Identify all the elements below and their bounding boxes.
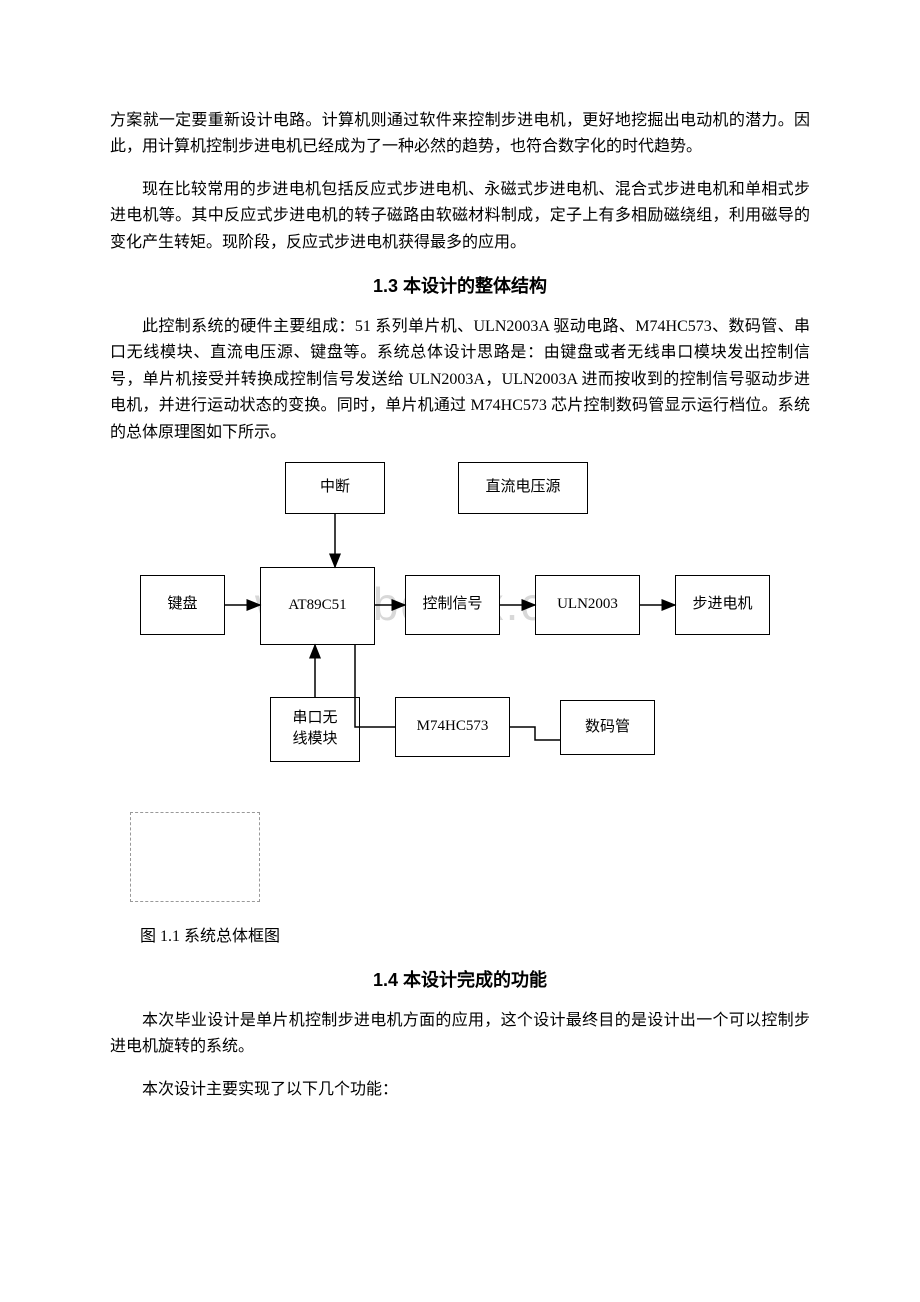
heading-section-1-4: 1.4 本设计完成的功能 bbox=[110, 966, 810, 992]
figure-caption: 图 1.1 系统总体框图 bbox=[140, 922, 810, 946]
paragraph-1: 方案就一定要重新设计电路。计算机则通过软件来控制步进电机，更好地挖掘出电动机的潜… bbox=[110, 108, 810, 161]
node-at89c51: AT89C51 bbox=[260, 567, 375, 645]
node-motor: 步进电机 bbox=[675, 575, 770, 635]
node-dcpower: 直流电压源 bbox=[458, 462, 588, 514]
paragraph-3: 此控制系统的硬件主要组成：51 系列单片机、ULN2003A 驱动电路、M74H… bbox=[110, 314, 810, 446]
node-serial: 串口无 线模块 bbox=[270, 697, 360, 762]
system-block-diagram: www.bdocx.com 中断 直流电压源 键盘 AT89C51 控制信号 U… bbox=[140, 462, 780, 802]
node-m74hc573: M74HC573 bbox=[395, 697, 510, 757]
paragraph-2: 现在比较常用的步进电机包括反应式步进电机、永磁式步进电机、混合式步进电机和单相式… bbox=[110, 177, 810, 256]
node-interrupt: 中断 bbox=[285, 462, 385, 514]
node-uln2003: ULN2003 bbox=[535, 575, 640, 635]
heading-section-1-3: 1.3 本设计的整体结构 bbox=[110, 272, 810, 298]
node-display: 数码管 bbox=[560, 700, 655, 755]
paragraph-5: 本次设计主要实现了以下几个功能： bbox=[110, 1077, 810, 1103]
paragraph-4: 本次毕业设计是单片机控制步进电机方面的应用，这个设计最终目的是设计出一个可以控制… bbox=[110, 1008, 810, 1061]
node-ctrlsig: 控制信号 bbox=[405, 575, 500, 635]
empty-dashed-box bbox=[130, 812, 260, 902]
node-keyboard: 键盘 bbox=[140, 575, 225, 635]
